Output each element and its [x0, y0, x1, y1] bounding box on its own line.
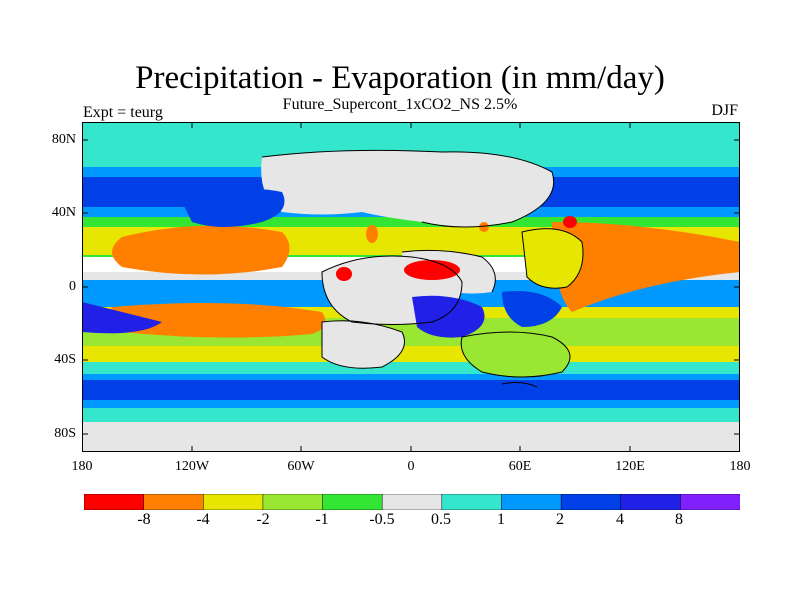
y-tick-label: 80N [51, 132, 76, 147]
colorbar-label: 1 [497, 511, 505, 528]
dry-hotspot-east [563, 216, 577, 228]
x-tick-label: 0 [407, 459, 415, 474]
precip-evap-map [82, 122, 740, 452]
colorbar-swatch [501, 494, 562, 510]
band-storm-s-core [82, 380, 740, 400]
colorbar-swatch [620, 494, 682, 510]
colorbar-swatch [203, 494, 264, 510]
y-tick-label: 40S [54, 352, 76, 367]
colorbar-label: -4 [196, 511, 210, 528]
colorbar-swatch [143, 494, 205, 510]
evap-patch-npac [112, 225, 290, 275]
colorbar-swatch [262, 494, 324, 510]
experiment-label: Expt = teurg [83, 104, 163, 121]
colorbar-label: -8 [137, 511, 151, 528]
colorbar-label: 0.5 [431, 511, 451, 528]
landmass-pacific-n [182, 188, 285, 227]
y-tick-label: 40N [51, 205, 76, 220]
dry-hotspot-north [404, 260, 460, 280]
band-mid-s [82, 362, 740, 374]
y-tick-label: 0 [69, 279, 76, 294]
x-tick-label: 60E [508, 459, 532, 474]
colorbar-label: 8 [675, 511, 683, 528]
dry-hotspot-west [336, 267, 352, 281]
plot-subtitle: Future_Supercont_1xCO2_NS 2.5% [282, 96, 518, 113]
colorbar-swatch [322, 494, 383, 510]
colorbar [84, 494, 740, 510]
x-tick-label: 120E [615, 459, 645, 474]
x-tick-marks [191, 122, 631, 452]
dry-hotspot-east2 [366, 225, 378, 243]
colorbar-label: 4 [616, 511, 624, 528]
x-tick-label: 60W [287, 459, 315, 474]
wet-land-central [412, 295, 485, 338]
colorbar-swatch [381, 494, 443, 510]
colorbar-swatch [560, 494, 622, 510]
landmass-east [522, 228, 583, 289]
landmass-south [322, 320, 405, 369]
x-tick-label: 180 [729, 459, 751, 474]
colorbar-swatch [441, 494, 503, 510]
colorbar-label: -1 [315, 511, 329, 528]
dry-hotspot-mid [479, 222, 489, 232]
colorbar-label: -2 [256, 511, 270, 528]
wet-patch-spac [82, 302, 162, 334]
coastlines [261, 149, 584, 388]
x-tick-label: 180 [71, 459, 93, 474]
wet-land-east [502, 291, 562, 327]
colorbar-swatch [84, 494, 145, 510]
y-tick-marks [82, 139, 740, 435]
colorbar-label: 2 [556, 511, 564, 528]
landmass-africa [461, 332, 570, 377]
evap-patch-spac [108, 303, 326, 338]
landmass-north [261, 150, 554, 227]
colorbar-swatch [680, 494, 740, 510]
plot-title: Precipitation - Evaporation (in mm/day) [135, 60, 665, 96]
evap-patch-ind [552, 222, 740, 312]
y-tick-label: 80S [54, 426, 76, 441]
season-label: DJF [711, 102, 738, 119]
x-tick-label: 120W [174, 459, 210, 474]
colorbar-label: -0.5 [369, 511, 395, 528]
